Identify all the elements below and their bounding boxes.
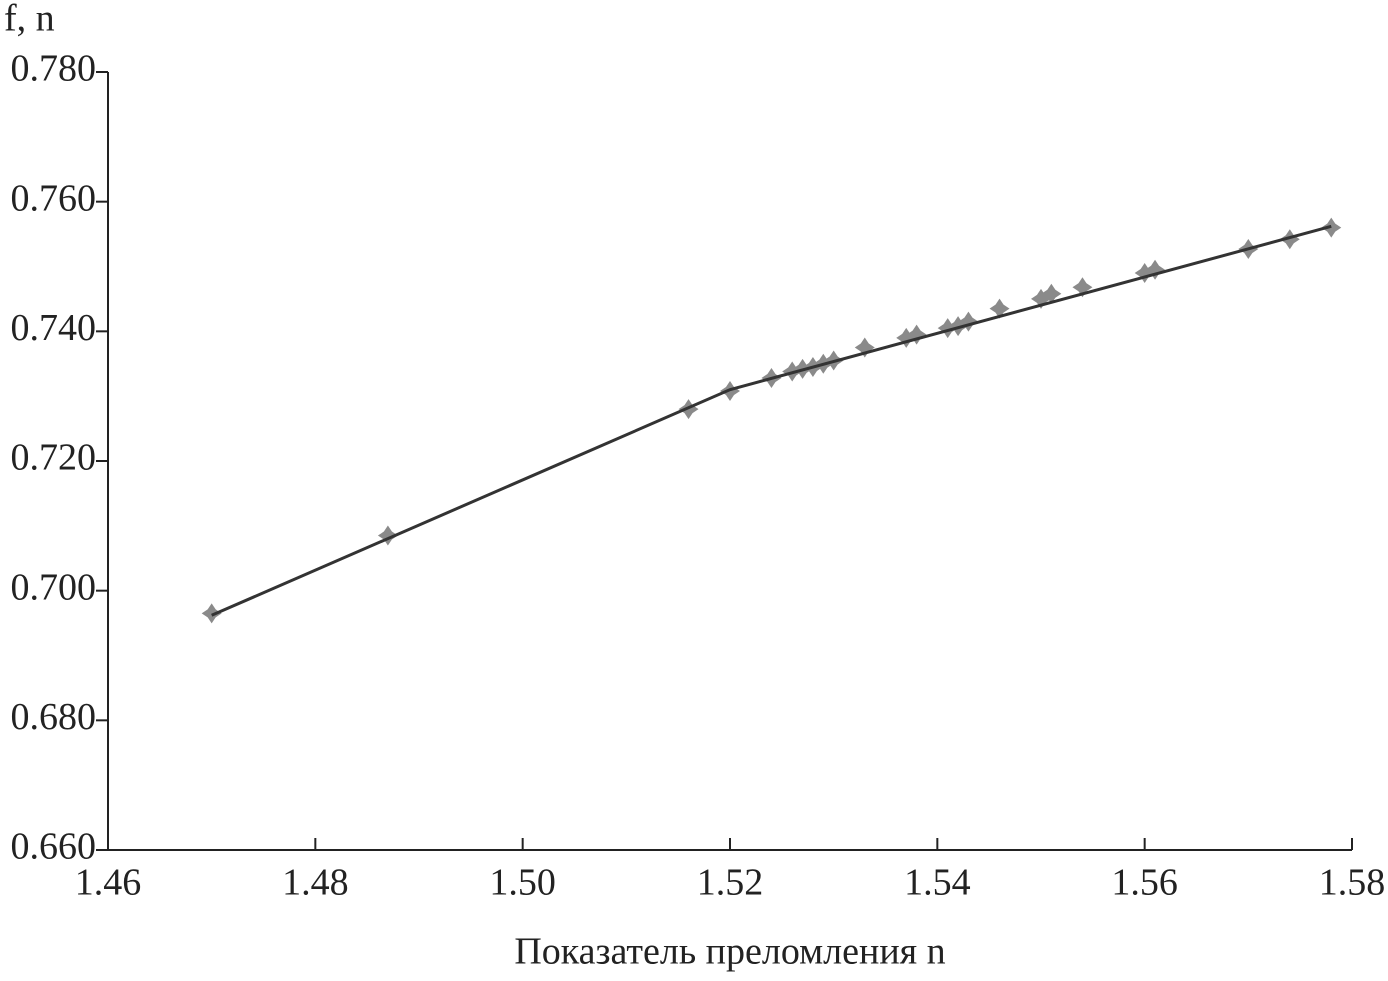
data-point [1134,262,1155,283]
data-point [1041,283,1062,304]
y-tick-label: 0.660 [11,826,97,868]
x-axis-label: Показатель преломления n [514,931,945,973]
y-tick-label: 0.780 [11,48,97,90]
y-tick-label: 0.760 [11,177,97,219]
x-tick-label: 1.46 [75,862,142,904]
x-tick-label: 1.58 [1319,862,1386,904]
data-point [896,327,917,348]
data-point [854,337,875,358]
data-point [937,318,958,339]
x-tick-label: 1.56 [1111,862,1178,904]
y-axis-label: f, n [4,0,55,40]
data-point [989,298,1010,319]
y-tick-label: 0.740 [11,307,97,349]
data-point [958,311,979,332]
data-point [906,324,927,345]
y-tick-label: 0.720 [11,437,97,479]
y-tick-label: 0.680 [11,696,97,738]
data-point [201,603,222,624]
data-point [1031,288,1051,309]
data-point [1072,277,1093,298]
x-tick-label: 1.52 [697,862,764,904]
fit-line [211,224,1332,617]
data-point [377,525,398,546]
x-tick-label: 1.50 [489,862,556,904]
x-tick-label: 1.48 [282,862,349,904]
data-point [1279,229,1300,250]
x-tick-label: 1.54 [904,862,971,904]
data-point [948,316,969,337]
data-point [1145,259,1166,280]
y-tick-label: 0.700 [11,566,97,608]
